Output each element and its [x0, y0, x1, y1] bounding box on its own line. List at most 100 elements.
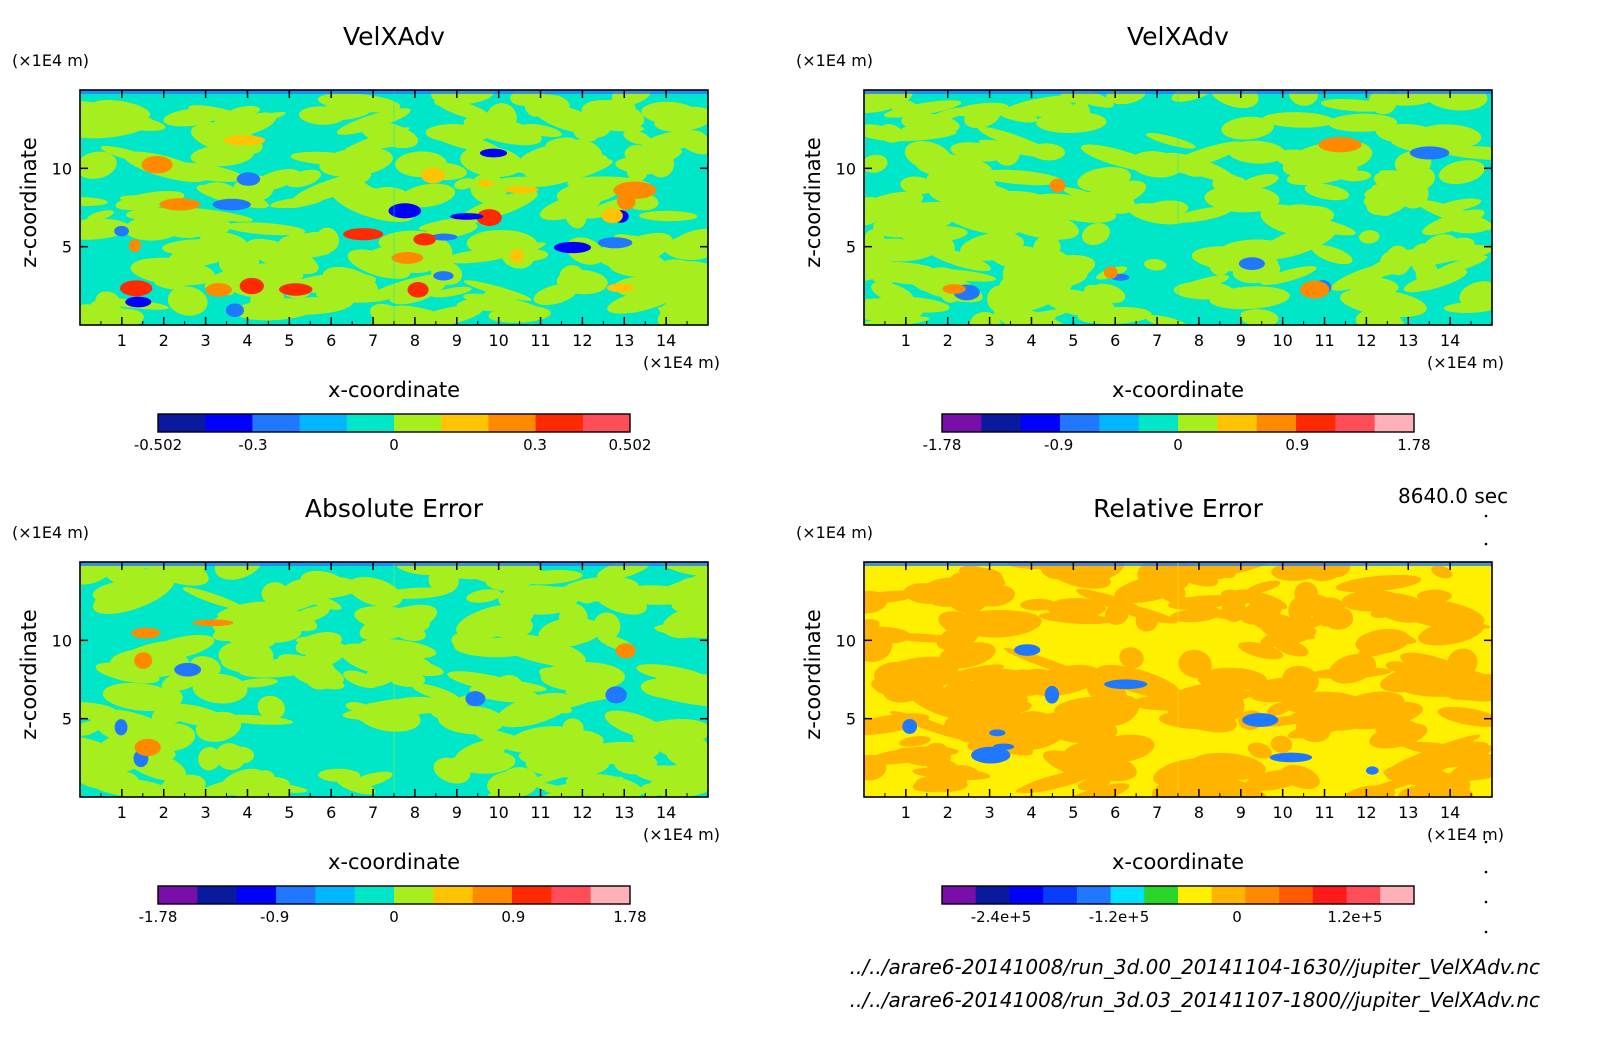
- heatmap-feature: [205, 283, 232, 297]
- colorbar-swatch: [394, 886, 434, 904]
- heatmap-region: [470, 173, 508, 204]
- heatmap-region: [1089, 592, 1146, 615]
- x-tick-label: 13: [614, 331, 634, 350]
- heatmap-region: [964, 105, 1001, 129]
- heatmap-region: [972, 668, 1039, 695]
- x-tick-label: 2: [943, 331, 953, 350]
- colorbar: -1.78 -0.9 0 0.9 1.78: [923, 413, 1431, 454]
- heatmap-region: [529, 781, 598, 797]
- heatmap-region: [1431, 565, 1453, 579]
- heatmap-region: [1238, 641, 1284, 660]
- heatmap-feature: [606, 283, 635, 293]
- heatmap-feature: [1104, 679, 1148, 690]
- heatmap-region: [519, 143, 583, 169]
- heatmap-region: [1371, 309, 1399, 323]
- colorbar-swatch: [1256, 414, 1297, 432]
- heatmap-region: [474, 728, 538, 754]
- heatmap-region: [290, 151, 362, 165]
- heatmap-feature: [125, 296, 152, 308]
- y-tick-label: 10: [836, 631, 856, 650]
- heatmap-region: [1246, 580, 1281, 594]
- heatmap-region: [1374, 593, 1430, 623]
- heatmap-region: [454, 739, 507, 767]
- x-tick-label: 4: [1026, 331, 1036, 350]
- heatmap-region: [80, 151, 117, 179]
- colorbar-swatch: [354, 886, 395, 904]
- heatmap-region: [1416, 589, 1452, 603]
- colorbar-swatch: [394, 414, 442, 432]
- heatmap-region: [80, 218, 130, 240]
- heatmap-region: [626, 264, 708, 288]
- heatmap-region: [469, 683, 539, 703]
- colorbar: -0.502 -0.3 0 0.3 0.502: [134, 413, 652, 454]
- colorbar-tick-label: -1.2e+5: [1089, 908, 1150, 926]
- colorbar-swatch: [299, 414, 348, 432]
- heatmap-region: [365, 275, 433, 300]
- heatmap-region: [900, 176, 934, 195]
- heatmap-region: [928, 180, 1016, 210]
- margin-dot: [1484, 542, 1488, 546]
- heatmap-region: [1190, 752, 1266, 780]
- colorbar-tick-label: 0.502: [609, 436, 652, 454]
- heatmap-region: [1359, 230, 1380, 244]
- heatmap-feature: [430, 233, 458, 241]
- heatmap-region: [1379, 251, 1406, 274]
- colorbar-swatch: [315, 886, 356, 904]
- colorbar-swatch: [1296, 414, 1336, 432]
- x-tick-label: 1: [117, 331, 127, 350]
- heatmap-region: [475, 678, 547, 692]
- heatmap-region: [235, 678, 278, 688]
- x-tick-label: 8: [1194, 331, 1204, 350]
- heatmap-feature: [1044, 685, 1060, 704]
- heatmap-region: [1358, 643, 1395, 657]
- colorbar-swatch: [535, 414, 584, 432]
- colorbar-tick-label: 0: [389, 436, 399, 454]
- heatmap-region: [623, 130, 651, 145]
- x-tick-label: 10: [1272, 803, 1292, 822]
- heatmap-region: [1178, 649, 1212, 679]
- heatmap-region: [1004, 308, 1070, 325]
- colorbar-tick-label: -1.78: [139, 908, 178, 926]
- heatmap-region: [1144, 258, 1167, 271]
- heatmap-feature: [343, 228, 384, 241]
- heatmap-feature: [236, 172, 261, 186]
- colorbar-swatch: [975, 886, 1010, 904]
- heatmap-feature: [159, 198, 201, 211]
- colorbar-tick-label: -1.78: [923, 436, 962, 454]
- heatmap-region: [460, 146, 523, 177]
- colorbar-tick-label: 0.9: [501, 908, 525, 926]
- heatmap-feature: [174, 662, 202, 677]
- heatmap-region: [1440, 146, 1492, 161]
- colorbar-tick-label: -0.9: [1044, 436, 1073, 454]
- heatmap-region: [1339, 288, 1427, 318]
- y-tick-label: 10: [52, 159, 72, 178]
- x-tick-label: 9: [452, 803, 462, 822]
- heatmap-region: [896, 124, 926, 137]
- heatmap-region: [662, 606, 708, 639]
- heatmap-region: [604, 232, 673, 269]
- heatmap-region: [1288, 90, 1318, 106]
- heatmap-feature: [192, 619, 234, 627]
- heatmap-region: [163, 108, 220, 127]
- heatmap-region: [1141, 158, 1219, 178]
- heatmap-region: [987, 285, 1013, 313]
- heatmap-region: [883, 100, 962, 118]
- colorbar-swatch: [158, 414, 206, 432]
- heatmap-feature: [971, 746, 1011, 764]
- chart-panel-3: Absolute Error(×1E4 m)1 2 3 4 5 6 7 8 9 10 11 12 13 1…: [12, 494, 720, 926]
- x-tick-label: 3: [201, 803, 211, 822]
- colorbar-swatch: [942, 414, 982, 432]
- heatmap-feature: [942, 284, 966, 294]
- colorbar-swatch: [276, 886, 316, 904]
- heatmap-feature: [114, 225, 129, 237]
- x-tick-label: 1: [901, 803, 911, 822]
- heatmap-region: [534, 104, 603, 135]
- heatmap-region: [1091, 186, 1135, 214]
- heatmap-feature: [388, 203, 422, 219]
- colorbar-swatch: [1178, 886, 1213, 904]
- heatmap-region: [1081, 223, 1110, 246]
- heatmap-region: [671, 228, 708, 251]
- heatmap-region: [959, 565, 1006, 589]
- heatmap-feature: [465, 691, 486, 707]
- heatmap-region: [317, 101, 373, 121]
